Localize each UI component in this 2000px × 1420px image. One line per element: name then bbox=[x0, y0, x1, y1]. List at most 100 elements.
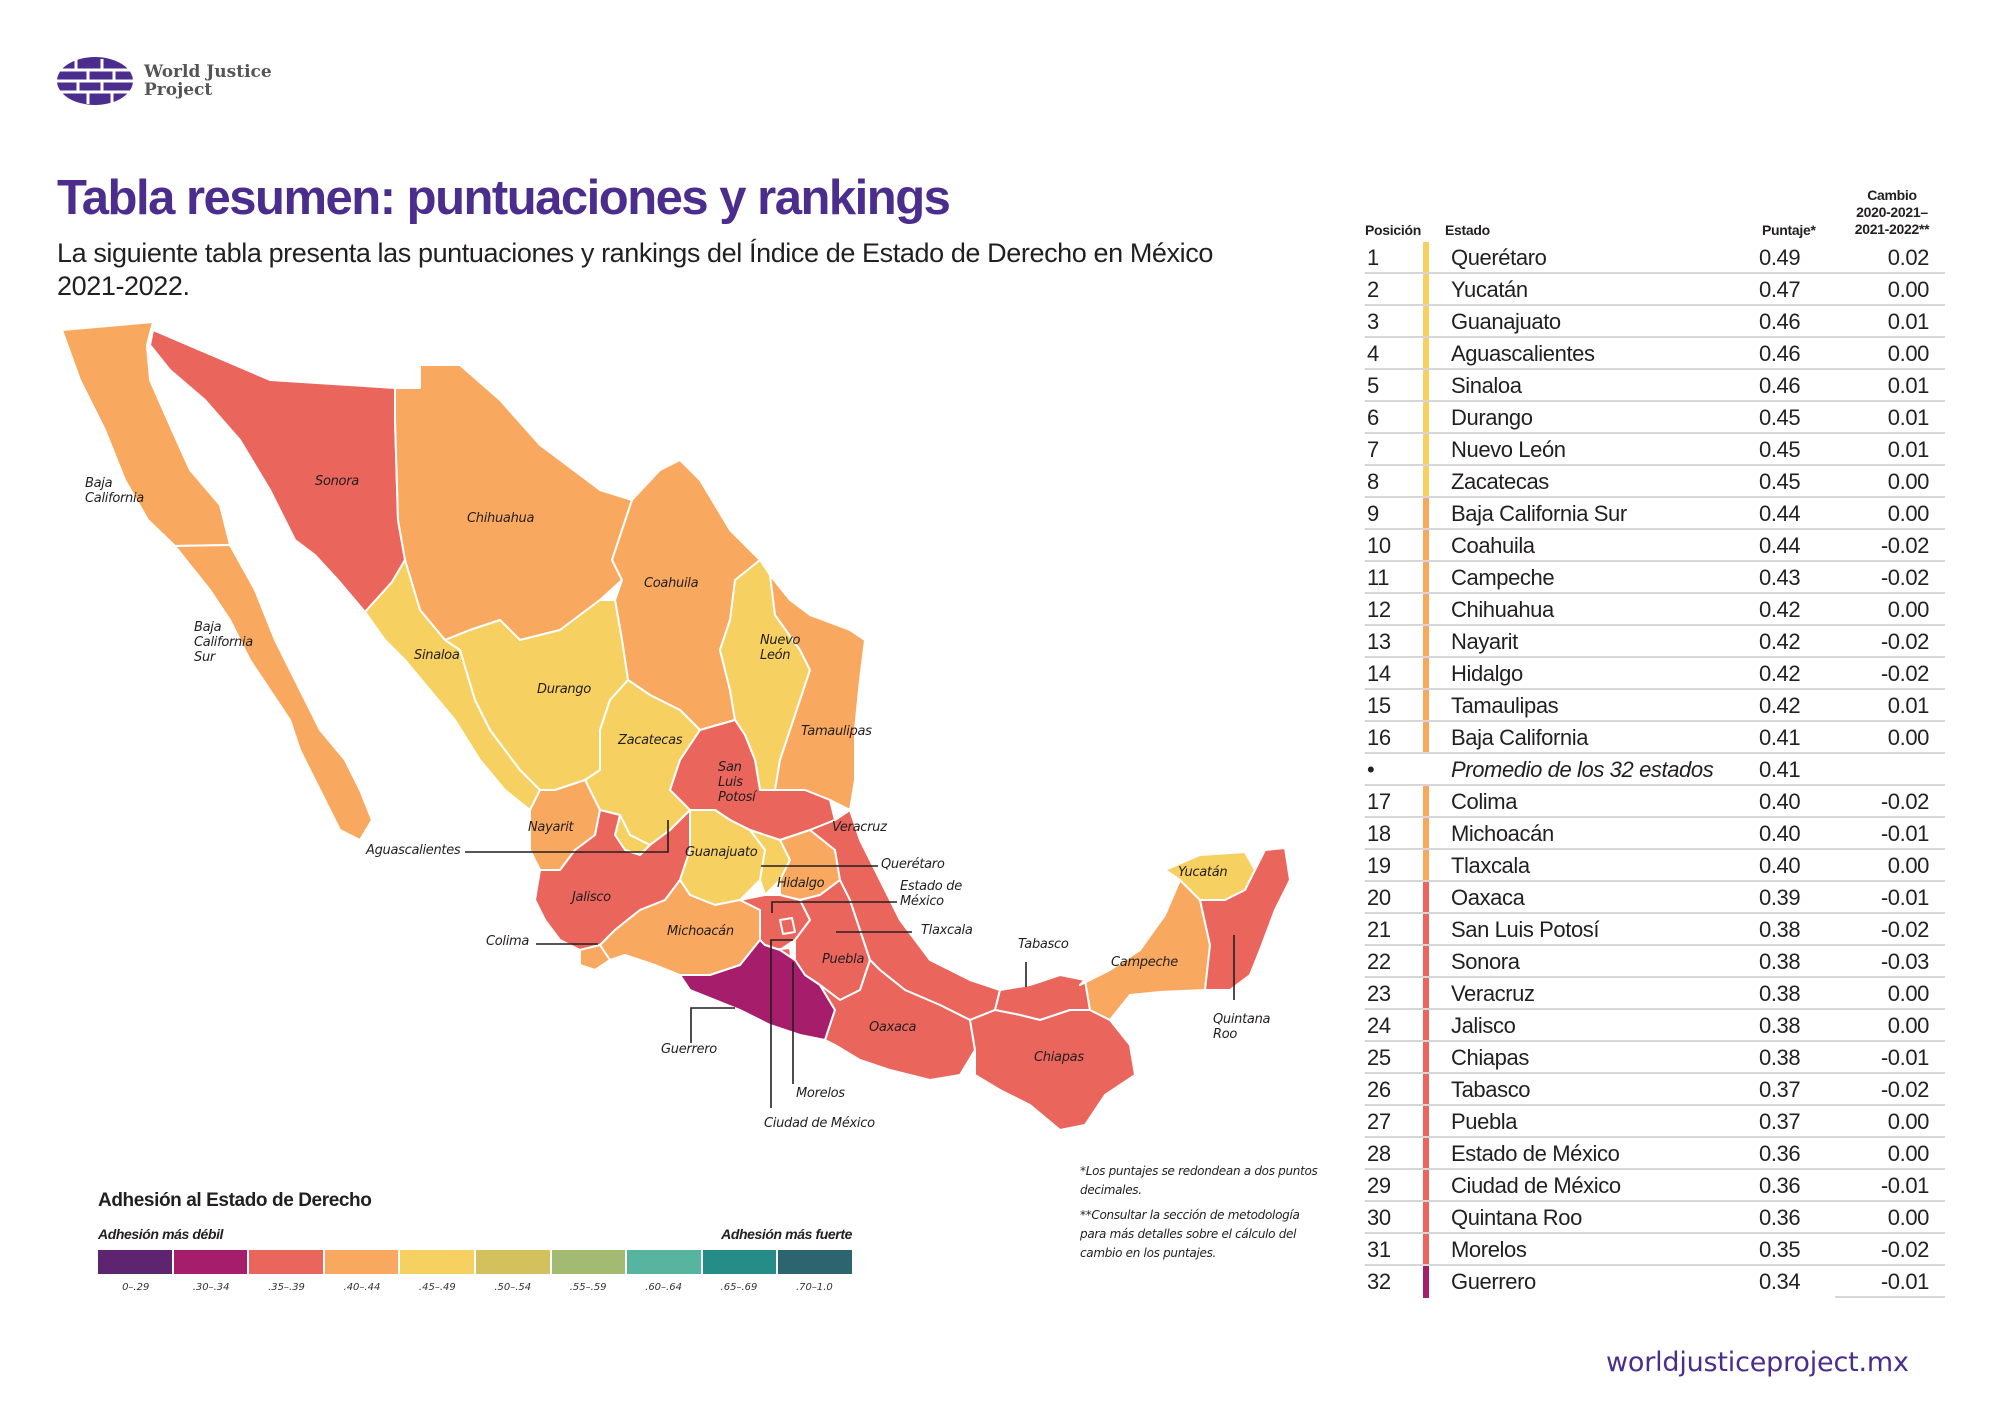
legend-ticks: 0–.29 .30–.34 .35–.39 .40–.44 .45–.49 .50–.54… bbox=[98, 1282, 852, 1293]
map-label: Quintana Roo bbox=[1213, 1012, 1271, 1042]
score-color-bar bbox=[1423, 754, 1429, 786]
legend-swatch bbox=[249, 1250, 325, 1274]
state-cell: Tlaxcala bbox=[1451, 853, 1530, 878]
legend-tick-label: .65–.69 bbox=[720, 1282, 758, 1293]
score-color-bar bbox=[1423, 594, 1429, 626]
score-cell: 0.36 bbox=[1759, 1205, 1801, 1230]
score-color-bar bbox=[1423, 1010, 1429, 1042]
change-cell: -0.02 bbox=[1880, 1237, 1930, 1262]
rank-cell: 24 bbox=[1367, 1013, 1391, 1038]
legend-tick-label: .50–.54 bbox=[494, 1282, 532, 1293]
legend-strong-label: Adhesión más fuerte bbox=[721, 1226, 852, 1242]
map-label: Hidalgo bbox=[777, 876, 825, 891]
legend-title: Adhesión al Estado de Derecho bbox=[98, 1190, 372, 1211]
score-cell: 0.44 bbox=[1759, 533, 1801, 558]
change-cell: 0.00 bbox=[1887, 853, 1930, 878]
score-cell: 0.40 bbox=[1759, 853, 1801, 878]
change-cell: 0.00 bbox=[1887, 981, 1930, 1006]
change-cell: -0.02 bbox=[1880, 789, 1930, 814]
score-color-bar bbox=[1423, 1138, 1429, 1170]
rank-cell: 23 bbox=[1367, 981, 1391, 1006]
table-row: 2 Yucatán 0.47 0.00 bbox=[1365, 274, 1945, 306]
state-cell: Oaxaca bbox=[1451, 885, 1525, 910]
state-cell: Baja California Sur bbox=[1451, 501, 1627, 526]
table-row: 7 Nuevo León 0.45 0.01 bbox=[1365, 434, 1945, 466]
state-cell: Veracruz bbox=[1451, 981, 1535, 1006]
map-label: Aguascalientes bbox=[366, 843, 461, 858]
legend-tick-label: .45–.49 bbox=[418, 1282, 456, 1293]
change-cell: 0.02 bbox=[1887, 245, 1930, 270]
table-row: 18 Michoacán 0.40 -0.01 bbox=[1365, 818, 1945, 850]
header-position: Posición bbox=[1365, 222, 1421, 238]
score-cell: 0.42 bbox=[1759, 597, 1801, 622]
state-cell: Puebla bbox=[1451, 1109, 1518, 1134]
score-color-bar bbox=[1423, 850, 1429, 882]
map-label: Querétaro bbox=[881, 857, 945, 872]
score-color-bar bbox=[1423, 690, 1429, 722]
score-color-bar bbox=[1423, 1074, 1429, 1106]
score-cell: 0.45 bbox=[1759, 437, 1801, 462]
rank-cell: 5 bbox=[1367, 373, 1379, 398]
rank-cell: 16 bbox=[1367, 725, 1391, 750]
state-cell: Nayarit bbox=[1451, 629, 1518, 654]
table-header: Posición Estado Puntaje* Cambio 2020-202… bbox=[1365, 170, 1945, 242]
map-label: Morelos bbox=[796, 1086, 845, 1101]
legend-weak-label: Adhesión más débil bbox=[98, 1226, 224, 1242]
table-row: 22 Sonora 0.38 -0.03 bbox=[1365, 946, 1945, 978]
state-cell: Colima bbox=[1451, 789, 1518, 814]
rank-cell: 4 bbox=[1367, 341, 1379, 366]
state-cell: Chiapas bbox=[1451, 1045, 1529, 1070]
rank-cell: 27 bbox=[1367, 1109, 1391, 1134]
change-cell: 0.01 bbox=[1887, 693, 1930, 718]
rank-cell: 3 bbox=[1367, 309, 1379, 334]
legend-swatch bbox=[98, 1250, 174, 1274]
legend-swatch bbox=[400, 1250, 476, 1274]
legend-color-scale bbox=[98, 1250, 852, 1274]
header-change-line-1: Cambio bbox=[1867, 187, 1917, 203]
logo-line-1: World Justice bbox=[144, 62, 272, 82]
page-subtitle: La siguiente tabla presenta las puntuaci… bbox=[57, 238, 1213, 301]
change-cell: -0.02 bbox=[1880, 629, 1930, 654]
rank-cell: 28 bbox=[1367, 1141, 1391, 1166]
score-color-bar bbox=[1423, 306, 1429, 338]
legend-tick-label: .70–1.0 bbox=[795, 1282, 833, 1293]
score-color-bar bbox=[1423, 786, 1429, 818]
rank-cell: 13 bbox=[1367, 629, 1391, 654]
state-cell: Promedio de los 32 estados bbox=[1451, 757, 1714, 782]
map-label: Zacatecas bbox=[618, 733, 683, 748]
map-label: Estado de México bbox=[900, 879, 962, 909]
score-cell: 0.38 bbox=[1759, 981, 1801, 1006]
score-color-bar bbox=[1423, 1202, 1429, 1234]
map-label: Baja California Sur bbox=[194, 620, 253, 665]
state-guanajuato bbox=[679, 809, 766, 906]
map-label: Tabasco bbox=[1018, 937, 1069, 952]
table-row: 10 Coahuila 0.44 -0.02 bbox=[1365, 530, 1945, 562]
rank-cell: 7 bbox=[1367, 437, 1379, 462]
score-color-bar bbox=[1423, 466, 1429, 498]
score-color-bar bbox=[1423, 946, 1429, 978]
state-cell: Coahuila bbox=[1451, 533, 1535, 558]
change-cell: -0.01 bbox=[1880, 1173, 1930, 1198]
change-cell: 0.00 bbox=[1887, 277, 1930, 302]
rank-cell: 8 bbox=[1367, 469, 1379, 494]
table-row: 3 Guanajuato 0.46 0.01 bbox=[1365, 306, 1945, 338]
score-color-bar bbox=[1423, 1266, 1429, 1298]
website-link[interactable]: worldjusticeproject.mx bbox=[1606, 1347, 1909, 1378]
rank-cell: 14 bbox=[1367, 661, 1391, 686]
average-row: • Promedio de los 32 estados 0.41 bbox=[1365, 754, 1945, 786]
table-row: 16 Baja California 0.41 0.00 bbox=[1365, 722, 1945, 754]
state-cell: Quintana Roo bbox=[1451, 1205, 1582, 1230]
state-cell: Jalisco bbox=[1451, 1013, 1516, 1038]
score-color-bar bbox=[1423, 274, 1429, 306]
rank-cell: 12 bbox=[1367, 597, 1391, 622]
map-label: Michoacán bbox=[667, 924, 734, 939]
rank-cell: 20 bbox=[1367, 885, 1391, 910]
map-label: Tlaxcala bbox=[921, 923, 973, 938]
score-cell: 0.41 bbox=[1759, 757, 1801, 782]
score-color-bar bbox=[1423, 1042, 1429, 1074]
table-row: 29 Ciudad de México 0.36 -0.01 bbox=[1365, 1170, 1945, 1202]
change-cell: -0.01 bbox=[1880, 821, 1930, 846]
table-row: 32 Guerrero 0.34 -0.01 bbox=[1365, 1266, 1945, 1298]
logo-text: World Justice Project bbox=[144, 63, 272, 99]
map-label: Ciudad de México bbox=[764, 1116, 875, 1131]
